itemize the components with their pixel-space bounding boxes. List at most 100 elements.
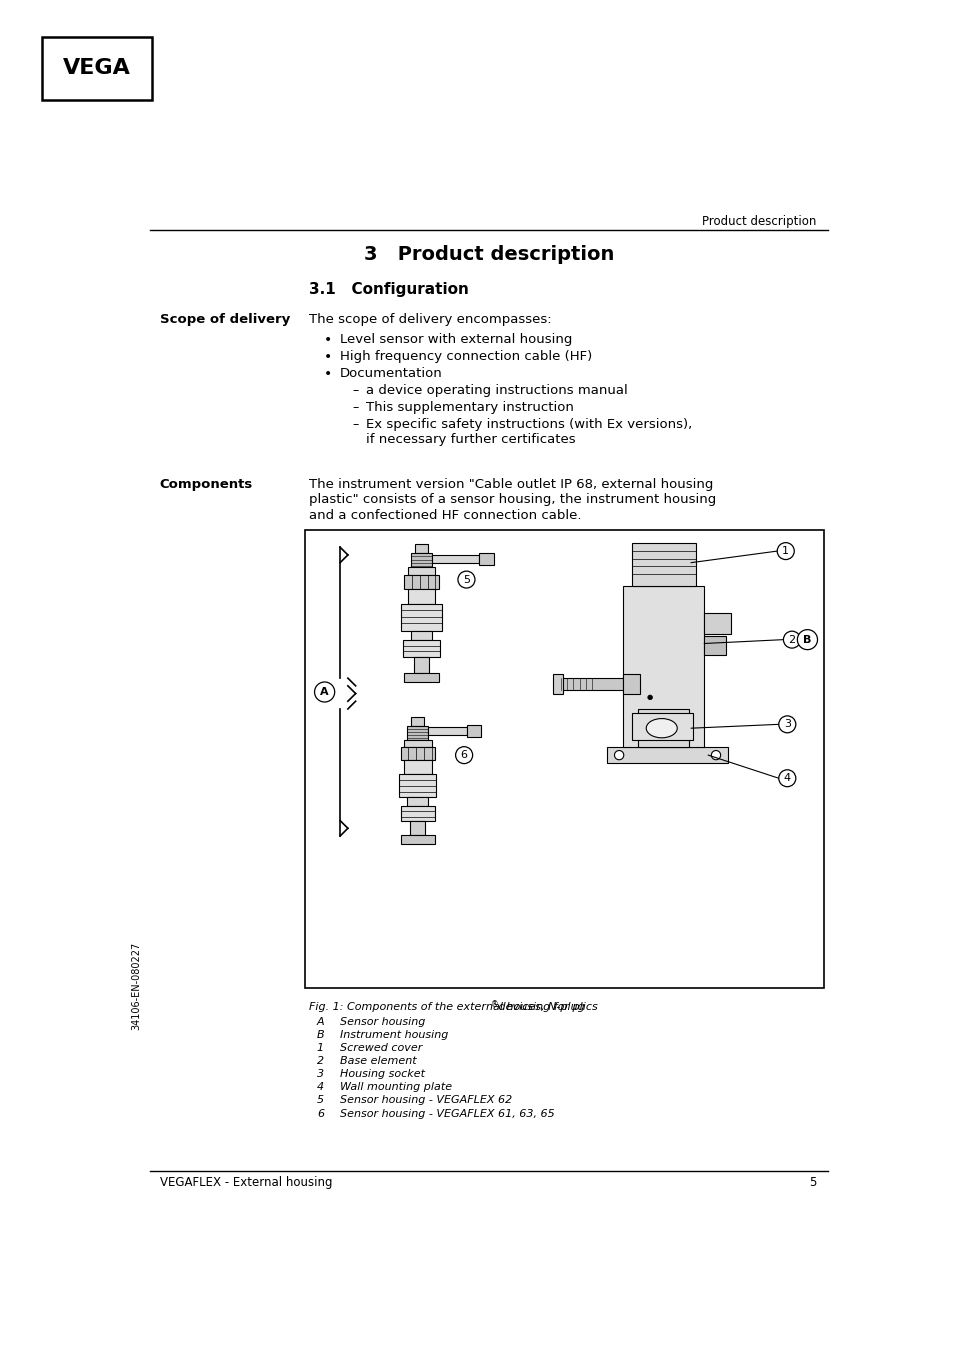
Text: and a confectioned HF connection cable.: and a confectioned HF connection cable. (309, 508, 581, 522)
Bar (432, 554, 478, 562)
Text: 3.1   Configuration: 3.1 Configuration (309, 281, 469, 296)
Text: VEGA: VEGA (63, 58, 132, 78)
Bar (632, 713, 692, 740)
Bar (403, 740, 431, 748)
Text: 5: 5 (462, 575, 470, 584)
Bar (467, 725, 480, 737)
Text: •: • (324, 350, 333, 364)
Text: devices, N-plug: devices, N-plug (495, 1002, 584, 1011)
Bar (410, 822, 425, 836)
Bar (703, 612, 731, 634)
Bar (622, 585, 703, 748)
Circle shape (778, 715, 795, 733)
FancyBboxPatch shape (42, 37, 152, 100)
Text: 5: 5 (316, 1095, 324, 1106)
Text: Instrument housing: Instrument housing (340, 1030, 448, 1040)
Bar (410, 631, 432, 641)
Circle shape (614, 750, 623, 760)
Circle shape (777, 542, 794, 560)
Circle shape (456, 746, 472, 764)
Text: Product description: Product description (701, 215, 816, 227)
Bar (404, 673, 438, 681)
Bar (411, 717, 423, 726)
Text: plastic" consists of a sensor housing, the instrument housing: plastic" consists of a sensor housing, t… (309, 493, 716, 507)
Text: Scope of delivery: Scope of delivery (159, 314, 290, 326)
Bar (607, 748, 727, 763)
Text: VEGAFLEX - External housing: VEGAFLEX - External housing (159, 1175, 332, 1188)
Bar (406, 796, 428, 806)
Text: Sensor housing - VEGAFLEX 62: Sensor housing - VEGAFLEX 62 (340, 1095, 512, 1106)
Bar (404, 575, 438, 589)
Text: •: • (324, 366, 333, 381)
Ellipse shape (645, 718, 677, 738)
Bar (428, 727, 467, 735)
Text: 2: 2 (316, 1056, 324, 1067)
Text: a device operating instructions manual: a device operating instructions manual (365, 384, 627, 397)
Text: 4: 4 (783, 773, 790, 783)
Circle shape (457, 571, 475, 588)
Text: Documentation: Documentation (340, 366, 442, 380)
Text: 6: 6 (316, 1109, 324, 1118)
Text: if necessary further certificates: if necessary further certificates (365, 433, 575, 446)
Bar (414, 657, 429, 673)
Text: 6: 6 (460, 750, 467, 760)
Text: A: A (316, 1017, 324, 1028)
Text: The instrument version "Cable outlet IP 68, external housing: The instrument version "Cable outlet IP … (309, 479, 713, 491)
Bar (406, 726, 428, 740)
Text: Ex specific safety instructions (with Ex versions),: Ex specific safety instructions (with Ex… (365, 418, 691, 431)
Text: Sensor housing: Sensor housing (340, 1017, 425, 1028)
Bar (478, 553, 494, 565)
Bar (403, 760, 431, 773)
Text: Screwed cover: Screwed cover (340, 1044, 422, 1053)
Circle shape (711, 750, 720, 760)
Text: 3   Product description: 3 Product description (363, 246, 614, 265)
Text: 4: 4 (316, 1083, 324, 1092)
Bar (400, 806, 435, 822)
Text: Base element: Base element (340, 1056, 416, 1067)
Bar (638, 708, 688, 748)
Text: 34106-EN-080227: 34106-EN-080227 (132, 942, 141, 1030)
Bar (632, 544, 695, 585)
Bar (402, 641, 439, 657)
Text: 3: 3 (316, 1069, 324, 1079)
Text: High frequency connection cable (HF): High frequency connection cable (HF) (340, 350, 592, 364)
Text: A: A (320, 687, 329, 698)
Bar (400, 748, 435, 760)
Circle shape (797, 630, 817, 650)
Text: Sensor housing - VEGAFLEX 61, 63, 65: Sensor housing - VEGAFLEX 61, 63, 65 (340, 1109, 555, 1118)
Bar (400, 836, 435, 845)
Bar (560, 679, 622, 691)
Circle shape (782, 631, 800, 648)
Text: 1: 1 (316, 1044, 324, 1053)
Text: –: – (352, 418, 358, 431)
Text: 2: 2 (787, 634, 795, 645)
Bar (703, 635, 725, 654)
Text: B: B (316, 1030, 324, 1040)
Text: Housing socket: Housing socket (340, 1069, 425, 1079)
Bar (622, 675, 639, 695)
Bar (398, 773, 436, 796)
Text: Level sensor with external housing: Level sensor with external housing (340, 333, 572, 346)
Bar (401, 604, 441, 631)
Text: •: • (324, 333, 333, 347)
Text: This supplementary instruction: This supplementary instruction (365, 402, 573, 414)
Text: –: – (352, 402, 358, 414)
Bar (407, 589, 435, 604)
Bar (305, 530, 823, 988)
Text: –: – (352, 384, 358, 397)
Text: B: B (802, 634, 811, 645)
Text: Fig. 1: Components of the external housing for plics: Fig. 1: Components of the external housi… (309, 1002, 598, 1011)
Circle shape (314, 681, 335, 702)
Text: The scope of delivery encompasses:: The scope of delivery encompasses: (309, 314, 551, 326)
Bar (415, 544, 427, 553)
Text: Wall mounting plate: Wall mounting plate (340, 1083, 452, 1092)
Bar (410, 553, 432, 568)
Bar (407, 568, 435, 575)
Circle shape (647, 695, 652, 700)
Text: ®: ® (490, 1000, 497, 1009)
Text: 5: 5 (808, 1175, 816, 1188)
Text: Components: Components (159, 479, 253, 491)
Circle shape (778, 769, 795, 787)
Text: 1: 1 (781, 546, 788, 556)
Bar (553, 675, 562, 695)
